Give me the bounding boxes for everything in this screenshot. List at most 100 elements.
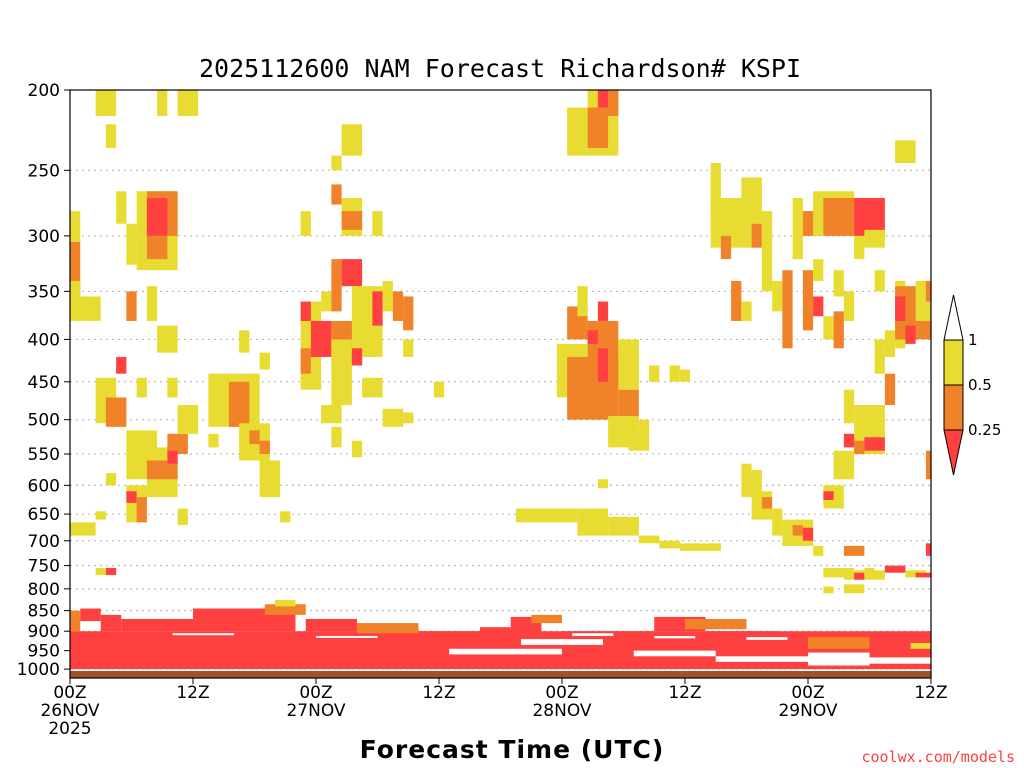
ri-cell — [105, 397, 127, 427]
ri-cell — [854, 235, 865, 260]
ri-cell — [813, 545, 824, 556]
ri-cell — [685, 619, 747, 630]
ri-cell — [843, 433, 855, 448]
ri-cell — [813, 259, 824, 281]
ri-cell — [597, 348, 609, 382]
colorbar-swatch — [943, 339, 964, 386]
ri-cell — [823, 197, 855, 236]
ri-cell — [792, 197, 803, 260]
colorbar-arrow-down — [943, 429, 964, 476]
ri-cell — [146, 235, 158, 260]
y-tick-label: 400 — [28, 330, 60, 350]
ri-cell — [597, 479, 609, 489]
y-tick-label: 900 — [28, 622, 60, 642]
y-tick-label: 700 — [28, 532, 60, 552]
ri-cell — [341, 211, 363, 230]
credit-text: coolwx.com/models — [861, 748, 1015, 766]
ri-cell — [720, 235, 732, 260]
ri-cell — [70, 610, 81, 632]
plot-frame — [69, 89, 932, 679]
ri-cell — [177, 90, 199, 117]
y-tick-label: 250 — [28, 161, 60, 181]
colorbar-label: 0.25 — [968, 421, 1001, 439]
ri-cell — [105, 473, 117, 486]
ri-cell — [843, 545, 865, 556]
ri-cell — [300, 301, 311, 321]
colorbar-label: 1 — [968, 331, 978, 349]
ri-cell — [300, 211, 311, 236]
ri-cell — [843, 584, 865, 594]
ri-cell — [275, 599, 296, 607]
ri-gap — [746, 637, 788, 640]
ri-cell — [310, 320, 332, 357]
ri-cell — [70, 280, 81, 321]
y-tick-label: 1000 — [17, 660, 60, 680]
ri-cell — [705, 631, 778, 645]
ri-cell — [146, 286, 158, 321]
ri-cell — [710, 163, 721, 218]
ri-cell — [372, 291, 383, 326]
ri-cell — [157, 90, 168, 117]
ri-cell — [905, 325, 916, 344]
ri-cell — [925, 543, 931, 556]
x-tick-label: 12Z — [422, 683, 455, 703]
ri-cell — [259, 352, 270, 370]
ri-cell — [761, 211, 773, 242]
y-tick-label: 500 — [28, 411, 60, 431]
ri-cell — [515, 508, 578, 523]
ri-cell — [895, 296, 906, 321]
ri-cell — [608, 516, 639, 536]
plot-background — [70, 90, 931, 678]
ri-cell — [105, 567, 117, 576]
ri-cell — [577, 508, 609, 536]
ri-cell — [587, 107, 609, 149]
ri-cell — [403, 296, 414, 331]
ri-cell — [751, 223, 762, 248]
ri-cell — [341, 124, 363, 156]
ri-cell — [126, 223, 137, 265]
y-axis: 200 250 300 350 400 450 500 550 600 650 700 750 8008… — [17, 81, 70, 680]
ri-cell — [136, 497, 147, 523]
richardson-cells — [70, 90, 931, 670]
ri-gap — [715, 656, 808, 662]
ri-gap — [316, 635, 378, 638]
ri-gap — [808, 652, 870, 666]
ri-cell — [833, 450, 855, 480]
x-tick-label: 2025 — [48, 719, 91, 739]
y-tick-label: 950 — [28, 642, 60, 662]
ri-cell — [157, 325, 178, 353]
ri-cell — [884, 330, 896, 357]
y-tick-label: 550 — [28, 445, 60, 465]
ri-cell — [659, 540, 680, 549]
ri-cell — [418, 631, 480, 644]
ri-cell — [331, 259, 342, 312]
y-tick-label: 200 — [28, 81, 60, 101]
ri-cell — [843, 291, 855, 321]
ri-cell — [567, 107, 588, 156]
ri-cell — [116, 356, 127, 374]
ri-cell — [792, 525, 803, 536]
ri-cell — [864, 437, 885, 451]
ri-cell — [833, 311, 844, 349]
ri-cell — [321, 291, 332, 312]
ri-cell — [813, 296, 824, 317]
ri-cell — [679, 543, 721, 551]
x-tick-label: 26NOV — [40, 701, 99, 721]
ri-gap — [869, 657, 931, 664]
ri-cell — [121, 619, 193, 632]
ri-cell — [362, 377, 383, 398]
x-tick-label: 12Z — [668, 683, 701, 703]
ri-cell — [618, 389, 639, 420]
ri-cell — [603, 631, 655, 647]
ri-cell — [802, 527, 814, 541]
colorbar-arrow-up — [943, 294, 964, 341]
colorbar-swatch — [943, 384, 964, 431]
ri-cell — [669, 365, 680, 382]
ri-cell — [95, 511, 106, 520]
ri-cell — [249, 430, 260, 445]
ri-cell — [357, 623, 419, 634]
x-tick-label: 00Z — [545, 683, 578, 703]
ri-gap — [654, 635, 696, 639]
ri-cell — [264, 604, 306, 615]
